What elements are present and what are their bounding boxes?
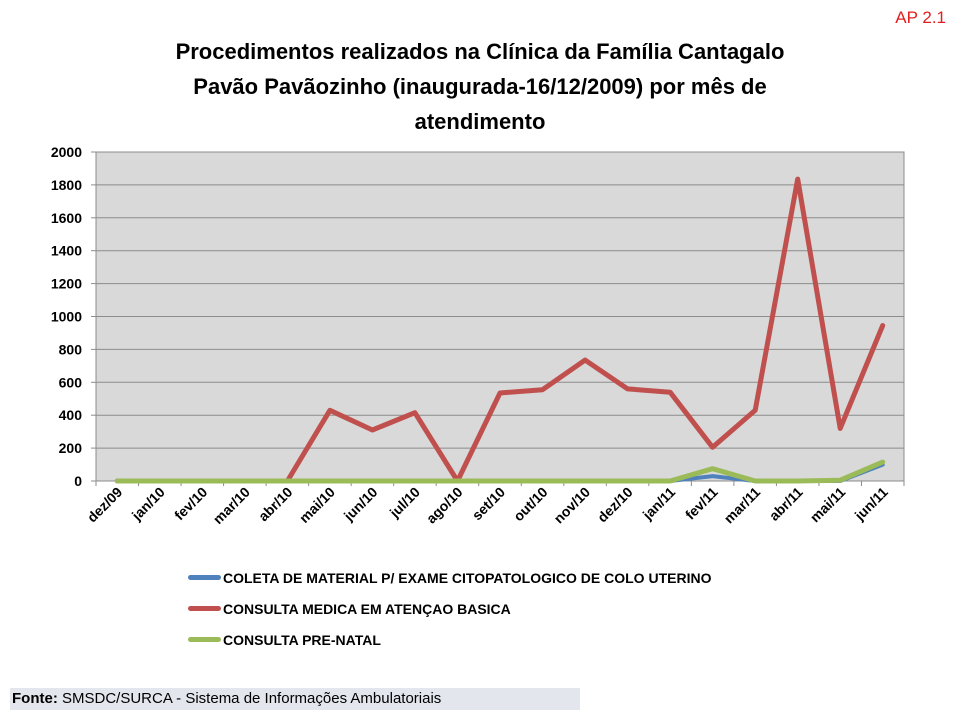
series-line	[114, 459, 886, 484]
chart-title: Procedimentos realizados na Clínica da F…	[120, 34, 840, 139]
y-tick-label: 1200	[51, 276, 82, 292]
y-tick-label: 400	[59, 407, 83, 423]
gridlines	[91, 151, 904, 482]
y-tick-label: 1800	[51, 177, 82, 193]
line-chart: 0 200 400 600 800 1000 1200 1400 1600 1800 2000 de…	[51, 144, 905, 527]
x-tick-label: jan/11	[639, 484, 679, 524]
legend-item: CONSULTA MEDICA EM ATENÇAO BASICA	[188, 593, 711, 624]
legend-swatch	[188, 606, 221, 611]
legend-label: CONSULTA PRE-NATAL	[223, 631, 381, 648]
y-axis-ticks: 0 200 400 600 800 1000 1200 1400 1600 1800 2000	[51, 144, 82, 489]
source-footer: Fonte: SMSDC/SURCA - Sistema de Informaç…	[10, 688, 580, 710]
x-tick-label: fev/11	[682, 484, 721, 523]
chart-title-line: atendimento	[414, 109, 546, 134]
y-tick-label: 1400	[51, 243, 82, 259]
legend-label: COLETA DE MATERIAL P/ EXAME CITOPATOLOGI…	[223, 569, 712, 586]
x-tick-label: jul/10	[386, 484, 423, 521]
series-lines	[114, 176, 886, 484]
x-tick-label: dez/10	[594, 484, 636, 526]
x-tick-label: jan/10	[128, 484, 168, 524]
y-tick-label: 1000	[51, 309, 82, 325]
y-tick-label: 0	[74, 473, 82, 489]
x-tick-label: abr/11	[766, 484, 806, 524]
source-label: Fonte:	[12, 690, 58, 707]
x-tick-label: mar/11	[721, 484, 764, 527]
x-tick-label: jun/11	[851, 484, 891, 524]
x-tick-label: out/10	[510, 484, 551, 525]
x-axis-ticks: dez/09 jan/10 fev/10 mar/10 abr/10 mai/10 jun/…	[84, 481, 905, 527]
y-tick-label: 600	[59, 374, 83, 390]
y-tick-label: 2000	[51, 144, 82, 160]
chart-title-line: Procedimentos realizados na Clínica da F…	[175, 39, 785, 64]
legend-item: COLETA DE MATERIAL P/ EXAME CITOPATOLOGI…	[188, 562, 711, 593]
y-tick-label: 800	[59, 341, 83, 357]
y-tick-label: 1600	[51, 210, 82, 226]
legend-swatch	[188, 637, 221, 642]
x-tick-label: set/10	[469, 484, 509, 524]
x-tick-label: mai/11	[807, 484, 849, 526]
legend-item: CONSULTA PRE-NATAL	[188, 624, 711, 655]
x-tick-label: dez/09	[84, 484, 126, 526]
source-text: SMSDC/SURCA - Sistema de Informações Amb…	[57, 690, 442, 707]
x-tick-label: mar/10	[210, 484, 253, 527]
legend-label: CONSULTA MEDICA EM ATENÇAO BASICA	[223, 600, 511, 617]
x-tick-label: nov/10	[550, 484, 593, 527]
x-tick-label: fev/10	[171, 484, 211, 524]
x-tick-label: jun/10	[340, 484, 381, 525]
x-tick-label: mai/10	[296, 484, 338, 526]
y-tick-label: 200	[59, 440, 83, 456]
x-tick-label: ago/10	[423, 484, 466, 527]
chart-title-line: Pavão Pavãozinho (inaugurada-16/12/2009)…	[193, 74, 767, 99]
legend-swatch	[188, 575, 221, 580]
region-tag: AP 2.1	[895, 8, 946, 27]
x-tick-label: abr/10	[255, 484, 296, 525]
legend: COLETA DE MATERIAL P/ EXAME CITOPATOLOGI…	[188, 562, 711, 655]
